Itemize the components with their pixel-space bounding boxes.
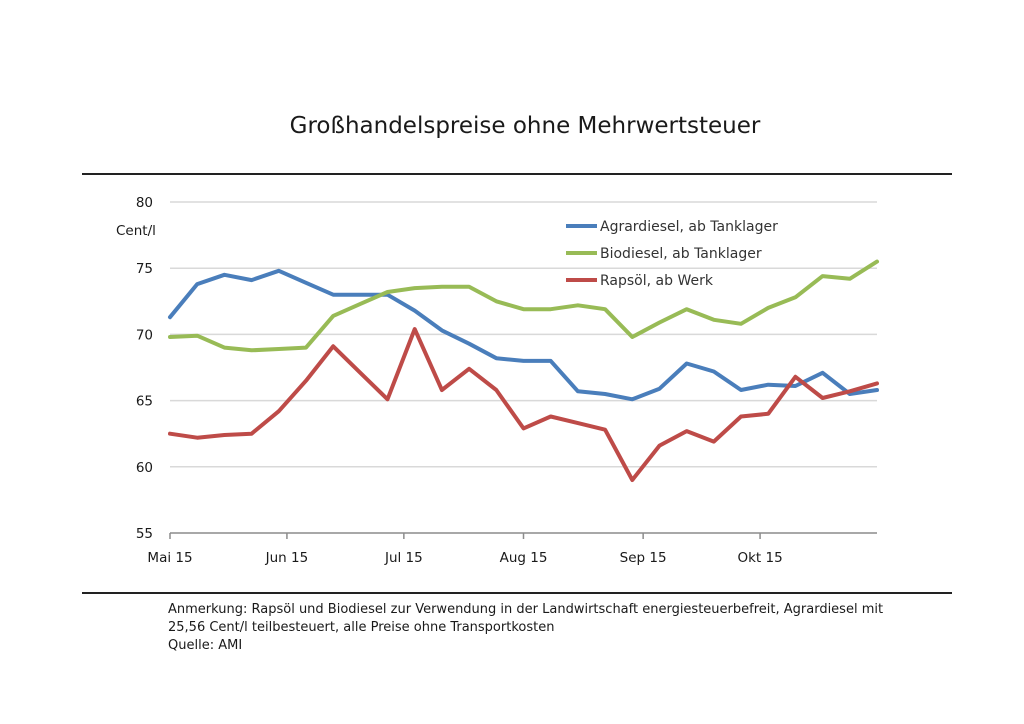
legend-label-2: Rapsöl, ab Werk bbox=[600, 273, 714, 289]
x-tick-labels: Mai 15 Jun 15 Jul 15 Aug 15 Sep 15 Okt 15 bbox=[147, 550, 782, 566]
source-line: Quelle: AMI bbox=[168, 638, 243, 653]
x-tick-label: Okt 15 bbox=[737, 550, 782, 566]
x-tick-label: Sep 15 bbox=[620, 550, 667, 566]
y-tick-labels: 55 60 65 70 75 80 bbox=[136, 195, 153, 542]
x-tick-label: Jun 15 bbox=[265, 550, 309, 566]
series-lines bbox=[168, 259, 879, 482]
y-tick-label: 65 bbox=[136, 394, 153, 410]
legend-label-0: Agrardiesel, ab Tanklager bbox=[600, 219, 778, 235]
y-tick-label: 60 bbox=[136, 460, 153, 476]
top-divider bbox=[82, 173, 952, 175]
x-tick-label: Aug 15 bbox=[500, 550, 548, 566]
y-tick-label: 70 bbox=[136, 327, 153, 343]
y-tick-label: 55 bbox=[136, 526, 153, 542]
x-tick-label: Mai 15 bbox=[147, 550, 192, 566]
bottom-divider bbox=[82, 592, 952, 594]
y-tick-label: 75 bbox=[136, 261, 153, 277]
note-line-1: Anmerkung: Rapsöl und Biodiesel zur Verw… bbox=[168, 602, 884, 617]
y-tick-label: 80 bbox=[136, 195, 153, 211]
legend-label-1: Biodiesel, ab Tanklager bbox=[600, 246, 762, 262]
axes bbox=[169, 532, 877, 539]
y-axis-unit-label: Cent/l bbox=[116, 223, 156, 239]
note-line-2: 25,56 Cent/l teilbesteuert, alle Preise … bbox=[168, 620, 555, 635]
series-line-2 bbox=[168, 327, 879, 482]
legend: Agrardiesel, ab Tanklager Biodiesel, ab T… bbox=[566, 219, 778, 289]
chart-title: Großhandelspreise ohne Mehrwertsteuer bbox=[289, 113, 761, 139]
x-tick-label: Jul 15 bbox=[384, 550, 423, 566]
series-line-1 bbox=[168, 259, 879, 353]
series-line-0 bbox=[168, 268, 879, 402]
footnotes: Anmerkung: Rapsöl und Biodiesel zur Verw… bbox=[168, 601, 883, 655]
